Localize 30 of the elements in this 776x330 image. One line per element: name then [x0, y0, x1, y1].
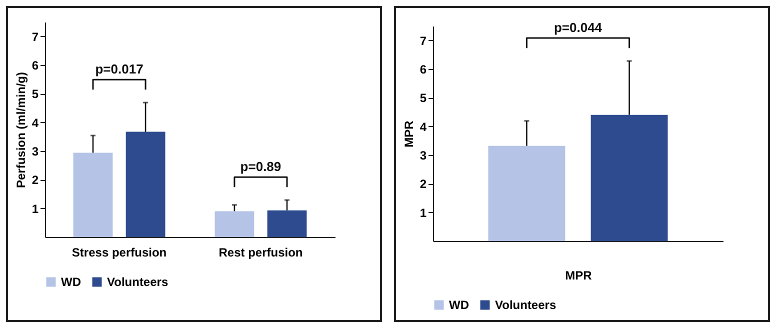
y-tick-label: 1 — [32, 202, 39, 216]
bar — [214, 211, 254, 237]
y-axis-title: MPR — [402, 120, 416, 148]
legend-label: Volunteers — [495, 298, 556, 312]
y-tick-label: 3 — [32, 144, 39, 158]
y-tick-label: 5 — [420, 91, 427, 106]
legend-label: Volunteers — [107, 275, 168, 289]
annotation: p=0.044 — [554, 20, 603, 36]
y-tick-label: 3 — [420, 148, 427, 162]
y-tick-label: 6 — [420, 62, 427, 76]
y-tick-label: 7 — [32, 30, 39, 44]
y-axis-title: Perfusion (ml/min/g) — [14, 72, 28, 188]
y-tick-label: 6 — [32, 58, 39, 72]
x-tick-label: Rest perfusion — [218, 246, 303, 260]
x-axis-title: MPR — [565, 268, 592, 282]
y-tick-label: 2 — [32, 173, 39, 188]
legend-label: WD — [61, 275, 82, 289]
annotation: p=0.89 — [240, 159, 282, 174]
bar — [73, 152, 113, 237]
bar — [267, 210, 307, 237]
y-tick-label: 7 — [420, 34, 427, 48]
y-tick-label: 2 — [420, 177, 427, 192]
y-tick-label: 4 — [420, 120, 427, 134]
legend-label: WD — [449, 298, 470, 312]
bar — [126, 132, 166, 237]
y-tick-label: 1 — [420, 206, 427, 220]
y-tick-label: 4 — [32, 116, 39, 130]
annotation: p=0.017 — [95, 62, 144, 77]
x-tick-label: Stress perfusion — [72, 246, 167, 260]
y-tick-label: 5 — [32, 87, 39, 102]
